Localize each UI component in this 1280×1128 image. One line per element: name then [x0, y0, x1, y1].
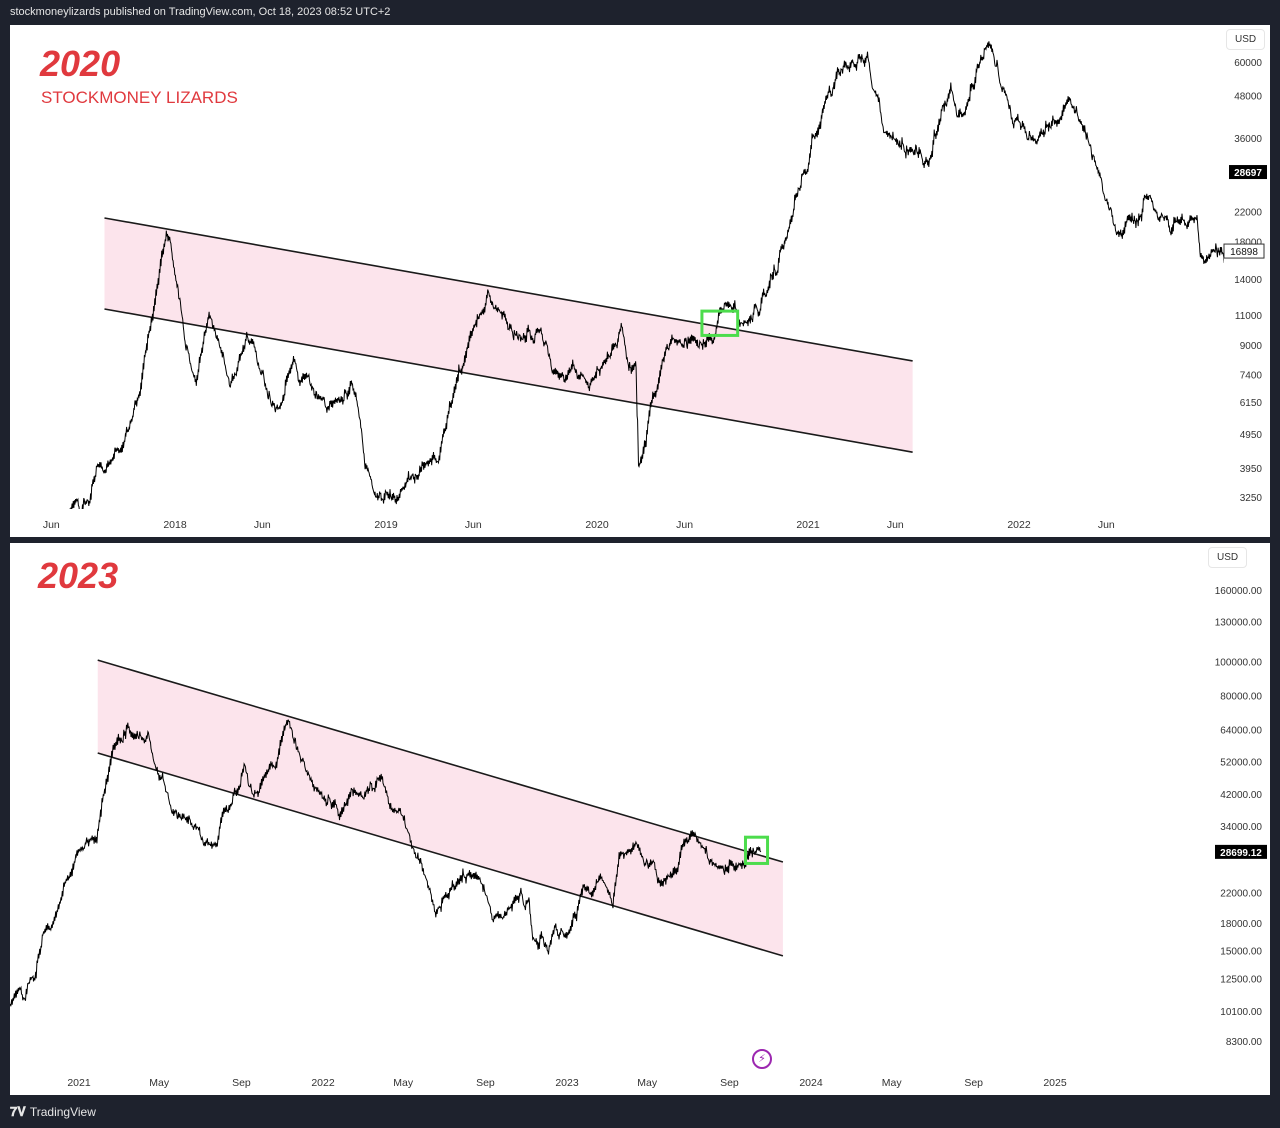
breakout-highlight-box [700, 309, 740, 337]
x-tick-label: 2020 [585, 519, 609, 531]
y-tick-label: 10100.00 [1220, 1007, 1262, 1018]
y-tick-label: 14000 [1234, 275, 1262, 286]
y-tick-label: 160000.00 [1215, 586, 1263, 597]
channel-fill [104, 217, 913, 453]
x-tick-label: 2021 [67, 1077, 91, 1089]
x-tick-label: Sep [964, 1077, 983, 1089]
y-tick-label: 34000.00 [1220, 822, 1262, 833]
x-tick-label: Sep [720, 1077, 739, 1089]
price-line [69, 41, 1224, 509]
y-tick-label: 36000 [1234, 134, 1262, 145]
x-tick-label: 2019 [374, 519, 398, 531]
x-tick-label: Sep [232, 1077, 251, 1089]
chart-title: 2023 [38, 555, 119, 596]
x-tick-label: 2024 [799, 1077, 823, 1089]
x-tick-label: 2022 [1007, 519, 1031, 531]
y-tick-label: 42000.00 [1220, 790, 1262, 801]
y-tick-label: 7400 [1240, 370, 1263, 381]
channel-fill [97, 660, 783, 956]
x-tick-label: 2025 [1043, 1077, 1067, 1089]
footer-brand: 𝟕𝐕 TradingView [10, 1104, 96, 1120]
currency-button[interactable]: USD [1208, 547, 1248, 568]
y-tick-label: 60000 [1234, 58, 1262, 69]
chart-2020-svg[interactable]: 60000 48000 36000 22000 18000 14000 11000 9000 7… [10, 25, 1270, 537]
y-tick-label: 48000 [1234, 91, 1262, 102]
y-tick-label: 4950 [1240, 430, 1263, 441]
x-tick-label: Jun [1098, 519, 1115, 531]
y-tick-label: 18000 [1234, 238, 1262, 249]
brand-label: TradingView [29, 1105, 96, 1119]
last-price-label: 28699.12 [1220, 848, 1262, 859]
x-tick-label: 2018 [163, 519, 187, 531]
chart-title: 2020 [40, 43, 121, 84]
chart-panel-2023[interactable]: 160000.00 130000.00 100000.00 80000.00 64000… [10, 543, 1270, 1095]
y-tick-label: 6150 [1240, 398, 1263, 409]
chart-subtitle: STOCKMONEY LIZARDS [41, 88, 238, 107]
x-tick-label: Jun [43, 519, 60, 531]
y-tick-label: 3250 [1240, 493, 1263, 504]
y-tick-label: 80000.00 [1220, 692, 1262, 703]
last-price-badge [1229, 165, 1267, 180]
channel-lower-line [104, 308, 913, 453]
y-tick-label: 130000.00 [1215, 618, 1263, 629]
x-tick-label: May [149, 1077, 170, 1089]
chart-panel-2020[interactable]: 60000 48000 36000 22000 18000 14000 11000 9000 7… [10, 25, 1270, 537]
y-tick-label: 18000.00 [1220, 919, 1262, 930]
last-price-badge [1215, 844, 1267, 859]
publish-header: stockmoneylizards published on TradingVi… [10, 6, 391, 18]
marker-price-badge [1223, 243, 1265, 259]
channel-upper-line [97, 659, 784, 863]
x-tick-label: Jun [254, 519, 271, 531]
y-tick-label: 22000 [1234, 208, 1262, 219]
channel-lower-line [97, 752, 784, 957]
x-tick-label: Jun [676, 519, 693, 531]
x-tick-label: Sep [476, 1077, 495, 1089]
breakout-highlight-box [743, 835, 770, 865]
x-tick-label: 2023 [555, 1077, 579, 1089]
y-tick-label: 15000.00 [1220, 947, 1262, 958]
chart-2023-svg[interactable]: 160000.00 130000.00 100000.00 80000.00 64000… [10, 543, 1270, 1095]
tradingview-logo-icon: 𝟕𝐕 [10, 1104, 26, 1119]
x-tick-label: 2021 [796, 519, 820, 531]
price-line [10, 719, 762, 1007]
y-tick-label: 3950 [1240, 464, 1263, 475]
x-tick-label: May [882, 1077, 903, 1089]
x-tick-label: May [637, 1077, 658, 1089]
x-tick-label: May [393, 1077, 414, 1089]
y-tick-label: 100000.00 [1215, 658, 1263, 669]
y-tick-label: 22000.00 [1220, 888, 1262, 899]
channel-upper-line [104, 217, 913, 362]
currency-button[interactable]: USD [1226, 29, 1266, 50]
y-tick-label: 52000.00 [1220, 757, 1262, 768]
y-tick-label: 9000 [1240, 341, 1263, 352]
x-tick-label: Jun [465, 519, 482, 531]
y-tick-label: 12500.00 [1220, 975, 1262, 986]
y-tick-label: 11000 [1235, 311, 1263, 322]
marker-price-label: 16898 [1230, 247, 1258, 258]
x-tick-label: 2022 [311, 1077, 335, 1089]
last-price-label: 28697 [1234, 168, 1262, 179]
x-tick-label: Jun [887, 519, 904, 531]
y-tick-label: 8300.00 [1226, 1037, 1263, 1048]
lightning-alert-icon[interactable]: ⚡ [752, 1049, 772, 1069]
y-tick-label: 64000.00 [1220, 726, 1262, 737]
